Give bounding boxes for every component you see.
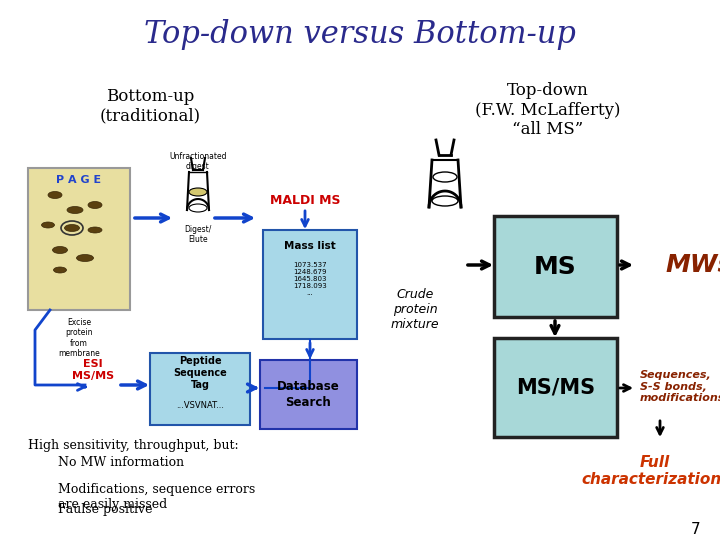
FancyBboxPatch shape <box>28 168 130 310</box>
Ellipse shape <box>48 192 62 199</box>
Text: Excise
protein
from
membrane: Excise protein from membrane <box>58 318 100 358</box>
Text: Top-down
(F.W. McLafferty)
“all MS”: Top-down (F.W. McLafferty) “all MS” <box>475 82 621 138</box>
Text: ...VSVNAT...: ...VSVNAT... <box>176 401 224 409</box>
Text: MWs: MWs <box>665 253 720 277</box>
Ellipse shape <box>88 227 102 233</box>
Text: Mass list: Mass list <box>284 241 336 251</box>
Text: MALDI MS: MALDI MS <box>270 193 341 206</box>
FancyBboxPatch shape <box>263 230 357 339</box>
Text: 1073.537
1248.679
1645.803
1718.093
...: 1073.537 1248.679 1645.803 1718.093 ... <box>293 262 327 296</box>
Text: Bottom-up
(traditional): Bottom-up (traditional) <box>99 88 201 125</box>
Ellipse shape <box>53 246 68 253</box>
Text: Modifications, sequence errors
are easily missed: Modifications, sequence errors are easil… <box>58 483 256 511</box>
Text: 7: 7 <box>690 523 700 537</box>
FancyBboxPatch shape <box>494 338 617 437</box>
Text: Database
Search: Database Search <box>277 381 340 408</box>
Ellipse shape <box>65 225 79 232</box>
Ellipse shape <box>76 254 94 261</box>
Text: Digest/
Elute: Digest/ Elute <box>184 225 212 245</box>
Text: Top-down versus Bottom-up: Top-down versus Bottom-up <box>144 19 576 51</box>
Text: Unfractionated
digest: Unfractionated digest <box>169 152 227 171</box>
Ellipse shape <box>189 188 207 196</box>
FancyBboxPatch shape <box>150 353 250 425</box>
FancyBboxPatch shape <box>260 360 357 429</box>
Ellipse shape <box>88 201 102 208</box>
Text: Crude
protein
mixture: Crude protein mixture <box>391 288 439 332</box>
Text: Full
characterization!: Full characterization! <box>581 455 720 488</box>
Text: P A G E: P A G E <box>56 175 102 185</box>
Text: MS: MS <box>534 254 577 279</box>
Ellipse shape <box>42 222 55 228</box>
FancyBboxPatch shape <box>494 216 617 317</box>
Text: ESI
MS/MS: ESI MS/MS <box>72 359 114 381</box>
Text: Peptide
Sequence
Tag: Peptide Sequence Tag <box>173 356 227 389</box>
Text: High sensitivity, throughput, but:: High sensitivity, throughput, but: <box>28 438 238 451</box>
Text: Sequences,
S-S bonds,
modifications: Sequences, S-S bonds, modifications <box>640 370 720 403</box>
Ellipse shape <box>67 206 83 213</box>
Text: Faulse positive: Faulse positive <box>58 503 153 516</box>
Text: No MW information: No MW information <box>58 456 184 469</box>
Ellipse shape <box>53 267 66 273</box>
Text: MS/MS: MS/MS <box>516 377 595 397</box>
